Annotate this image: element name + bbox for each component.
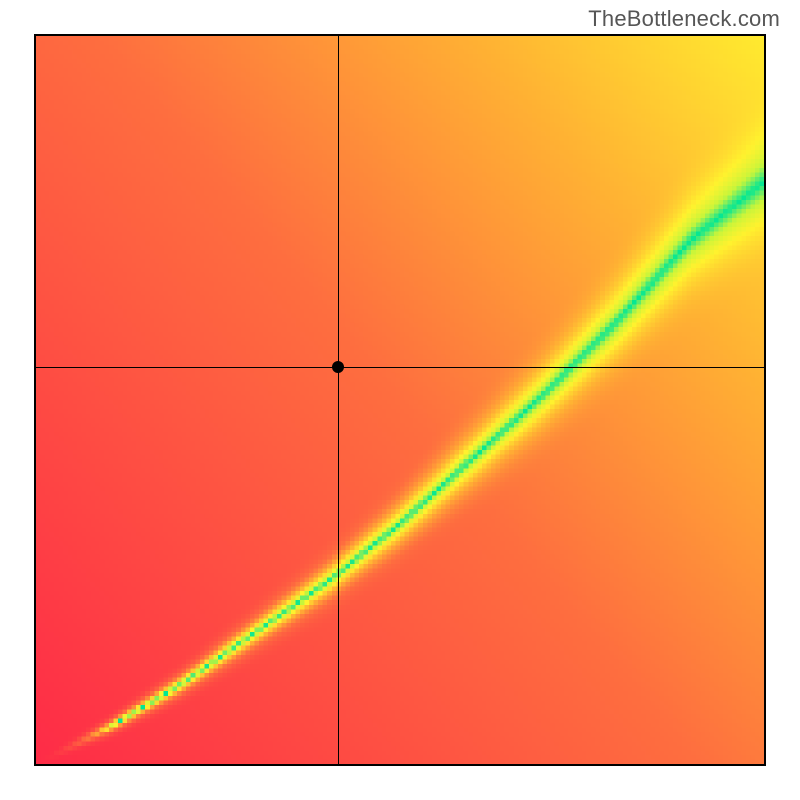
heatmap-canvas [36,36,764,764]
crosshair-horizontal [36,367,764,368]
plot-area [34,34,766,766]
watermark-text: TheBottleneck.com [588,6,780,32]
chart-container: TheBottleneck.com [0,0,800,800]
crosshair-vertical [338,36,339,764]
